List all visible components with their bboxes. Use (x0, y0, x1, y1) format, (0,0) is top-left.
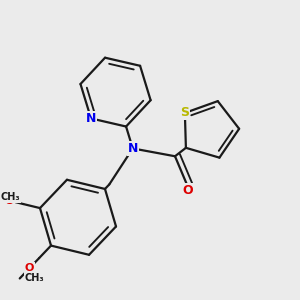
Text: N: N (128, 142, 138, 155)
Text: O: O (25, 263, 34, 273)
Text: O: O (182, 184, 193, 197)
Text: S: S (180, 106, 189, 119)
Text: N: N (86, 112, 96, 125)
Text: O: O (5, 196, 14, 206)
Text: CH₃: CH₃ (24, 274, 44, 284)
Text: CH₃: CH₃ (1, 192, 20, 203)
